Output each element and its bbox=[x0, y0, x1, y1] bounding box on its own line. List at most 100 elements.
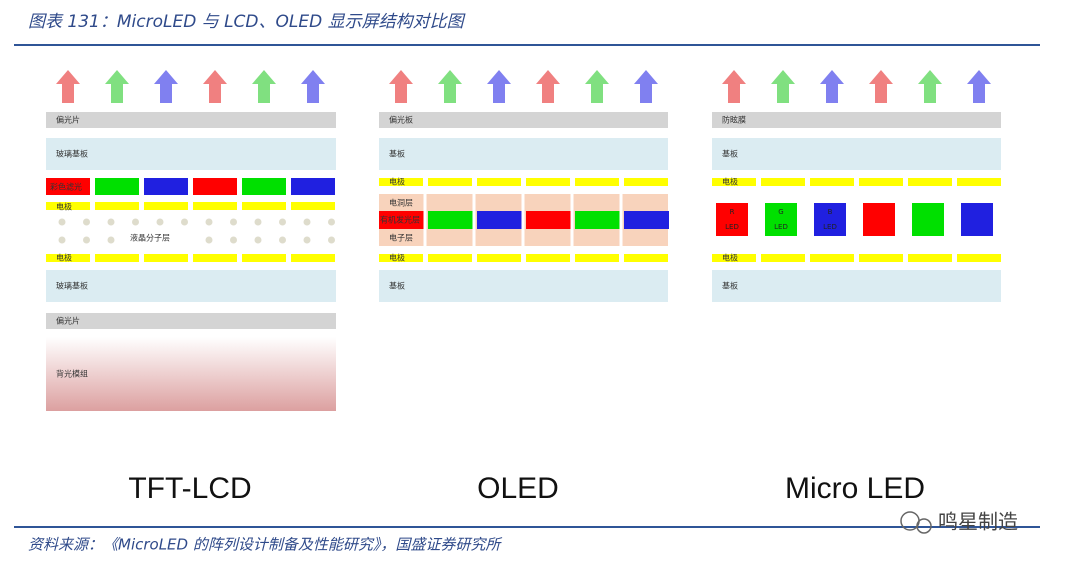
emitter bbox=[428, 211, 473, 229]
arrow bbox=[634, 70, 658, 103]
arrow bbox=[154, 70, 178, 103]
column-label: TFT-LCD bbox=[128, 472, 251, 505]
layer bbox=[712, 138, 1001, 170]
layer-label: 基板 bbox=[389, 281, 405, 291]
layer-label: 电洞层 bbox=[389, 198, 413, 208]
micro-led bbox=[716, 203, 748, 236]
diagram bbox=[46, 70, 1001, 411]
arrow bbox=[301, 70, 325, 103]
layer-label: 基板 bbox=[722, 281, 738, 291]
electrode bbox=[957, 178, 1001, 186]
color-filter bbox=[144, 178, 188, 195]
layer-label: 基板 bbox=[722, 149, 738, 159]
electrode bbox=[761, 178, 805, 186]
micro-led bbox=[961, 203, 993, 236]
chip-label: LED bbox=[774, 223, 788, 231]
electrode bbox=[859, 254, 903, 262]
layer-label: 基板 bbox=[389, 149, 405, 159]
electrode bbox=[379, 178, 423, 186]
layer-label: 电极 bbox=[56, 202, 72, 212]
chip-label: LED bbox=[725, 223, 739, 231]
color-filter bbox=[291, 178, 335, 195]
electrode bbox=[46, 254, 90, 262]
layer bbox=[712, 112, 1001, 128]
color-filter bbox=[193, 178, 237, 195]
layer bbox=[379, 138, 668, 170]
arrow bbox=[487, 70, 511, 103]
electrode bbox=[379, 254, 423, 262]
lc-molecule bbox=[230, 218, 237, 226]
layer-label: 玻璃基板 bbox=[56, 281, 88, 291]
micro-led bbox=[912, 203, 944, 236]
electrode bbox=[575, 178, 619, 186]
color-filter bbox=[46, 178, 90, 195]
lc-molecule bbox=[132, 218, 139, 226]
lc-molecule bbox=[83, 236, 90, 244]
electrode bbox=[526, 178, 570, 186]
emitter bbox=[624, 211, 669, 229]
arrow bbox=[389, 70, 413, 103]
chip-label: G bbox=[778, 208, 783, 216]
electrode bbox=[428, 254, 472, 262]
micro-led bbox=[765, 203, 797, 236]
electrode bbox=[712, 178, 756, 186]
column-label: Micro LED bbox=[785, 472, 925, 505]
electrode bbox=[957, 254, 1001, 262]
electrode bbox=[712, 254, 756, 262]
electrode bbox=[477, 254, 521, 262]
lc-molecule bbox=[254, 236, 262, 244]
lc-molecule bbox=[279, 218, 286, 226]
chip-label: R bbox=[730, 208, 735, 216]
arrow bbox=[536, 70, 560, 103]
electrode bbox=[575, 254, 619, 262]
arrow bbox=[722, 70, 746, 103]
layer-label: 电极 bbox=[722, 177, 738, 187]
arrow bbox=[967, 70, 991, 103]
layer-label: 电极 bbox=[389, 253, 405, 263]
chip-label: B bbox=[828, 208, 833, 216]
electrode bbox=[193, 254, 237, 262]
lc-molecule bbox=[328, 236, 335, 244]
layer-label: 防眩膜 bbox=[722, 115, 746, 125]
electrode bbox=[477, 178, 521, 186]
electrode bbox=[624, 178, 668, 186]
electrode bbox=[810, 254, 854, 262]
lc-molecule bbox=[107, 218, 115, 226]
color-filter bbox=[95, 178, 139, 195]
electrode bbox=[46, 202, 90, 210]
lc-molecule bbox=[107, 236, 115, 244]
arrow bbox=[869, 70, 893, 103]
lc-molecule bbox=[279, 236, 286, 244]
emitter bbox=[526, 211, 571, 229]
arrow bbox=[203, 70, 227, 103]
electrode bbox=[428, 178, 472, 186]
electrode bbox=[193, 202, 237, 210]
lc-molecule bbox=[328, 218, 335, 226]
layer-label: 偏光板 bbox=[389, 115, 413, 125]
layer-label: 电子层 bbox=[389, 233, 413, 243]
lc-molecule bbox=[58, 218, 66, 226]
electrode bbox=[95, 254, 139, 262]
emitter bbox=[575, 211, 620, 229]
watermark-icon bbox=[916, 518, 932, 534]
layer-label: 玻璃基板 bbox=[56, 149, 88, 159]
arrow bbox=[771, 70, 795, 103]
layer-label: 彩色滤光 bbox=[50, 182, 82, 192]
arrow bbox=[438, 70, 462, 103]
layer bbox=[46, 270, 336, 302]
layer-label: 电极 bbox=[56, 253, 72, 263]
emitter bbox=[477, 211, 522, 229]
lc-molecule bbox=[58, 236, 66, 244]
layer bbox=[46, 138, 336, 170]
source: 资料来源：《MicroLED 的阵列设计制备及性能研究》，国盛证券研究所 bbox=[28, 536, 502, 554]
micro-led bbox=[863, 203, 895, 236]
arrow bbox=[252, 70, 276, 103]
electrode bbox=[95, 202, 139, 210]
arrow bbox=[56, 70, 80, 103]
lc-molecule bbox=[230, 236, 237, 244]
electrode bbox=[810, 178, 854, 186]
chip-label: LED bbox=[823, 223, 837, 231]
arrow bbox=[585, 70, 609, 103]
electrode bbox=[908, 178, 952, 186]
